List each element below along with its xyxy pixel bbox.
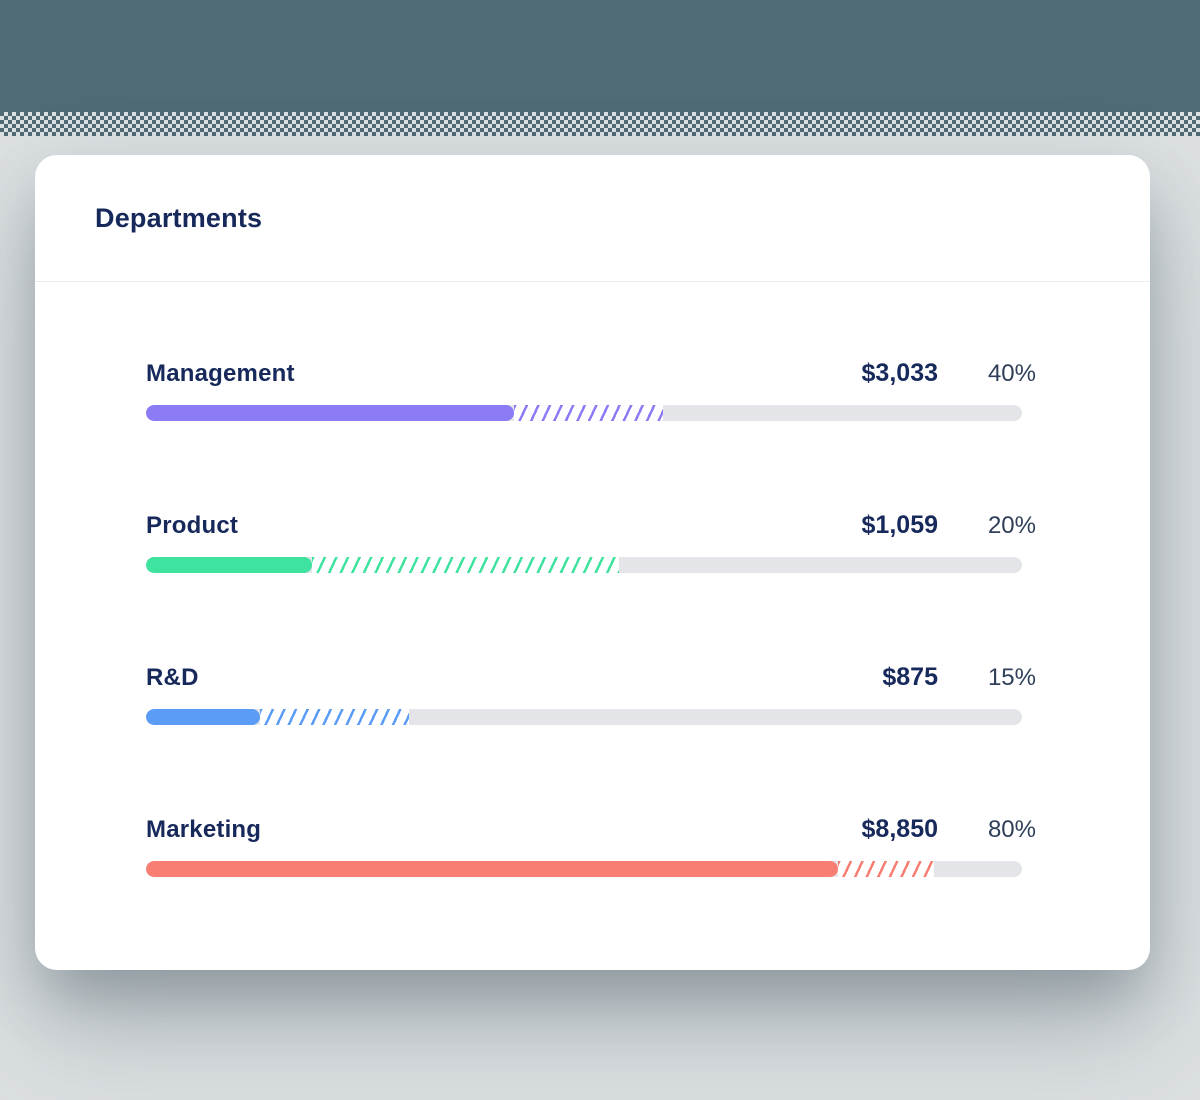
- department-label: Marketing: [146, 816, 262, 843]
- department-label: Management: [146, 360, 295, 387]
- bar-solid-fill: [146, 557, 313, 573]
- department-row-rnd: R&D $875 15%: [146, 663, 1036, 725]
- department-label: Product: [146, 512, 239, 539]
- department-percent: 80%: [987, 816, 1036, 843]
- department-amount: $3,033: [861, 359, 938, 387]
- bar-hatched-fill: [513, 405, 663, 421]
- departments-card: Departments Management $3,033 40% Produc…: [35, 155, 1150, 970]
- bar-hatched-fill: [259, 709, 409, 725]
- row-head: Marketing $8,850 80%: [146, 815, 1036, 844]
- bar-hatched-fill: [838, 861, 935, 877]
- department-percent: 40%: [987, 360, 1036, 387]
- bar-solid-fill: [146, 861, 839, 877]
- department-percent: 15%: [987, 664, 1036, 691]
- department-amount: $1,059: [861, 511, 938, 539]
- page-title: Departments: [95, 202, 263, 233]
- department-row-marketing: Marketing $8,850 80%: [146, 815, 1036, 877]
- department-amount: $8,850: [861, 815, 938, 843]
- progress-bar-track: [146, 861, 1022, 877]
- progress-bar-track: [146, 405, 1022, 421]
- backdrop-top: [0, 0, 1200, 112]
- row-head: R&D $875 15%: [146, 663, 1036, 692]
- department-list: Management $3,033 40% Product $1,059 20%: [35, 282, 1150, 877]
- progress-bar-track: [146, 557, 1022, 573]
- bar-solid-fill: [146, 709, 260, 725]
- department-amount: $875: [882, 663, 938, 691]
- row-head: Product $1,059 20%: [146, 511, 1036, 540]
- department-percent: 20%: [987, 512, 1036, 539]
- bar-solid-fill: [146, 405, 514, 421]
- bar-hatched-fill: [312, 557, 620, 573]
- progress-bar-track: [146, 709, 1022, 725]
- card-header: Departments: [35, 155, 1150, 282]
- department-row-management: Management $3,033 40%: [146, 359, 1036, 421]
- department-label: R&D: [146, 664, 199, 691]
- row-head: Management $3,033 40%: [146, 359, 1036, 388]
- department-row-product: Product $1,059 20%: [146, 511, 1036, 573]
- backdrop-dither-band-dark: [0, 112, 1200, 124]
- backdrop-dither-band-light: [0, 124, 1200, 136]
